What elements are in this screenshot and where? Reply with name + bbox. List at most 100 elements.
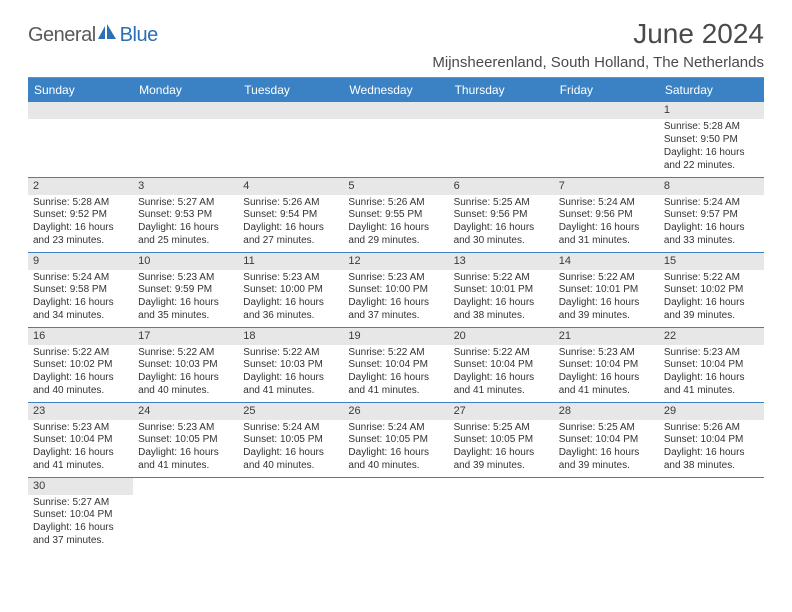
sunset-text: Sunset: 10:04 PM (559, 359, 654, 372)
day-details: Sunrise: 5:22 AMSunset: 10:03 PMDaylight… (133, 345, 238, 401)
day-number-bar (133, 102, 238, 119)
sunset-text: Sunset: 10:00 PM (348, 284, 443, 297)
sunrise-text: Sunrise: 5:22 AM (454, 272, 549, 285)
sunset-text: Sunset: 10:00 PM (243, 284, 338, 297)
day-number: 9 (28, 253, 133, 270)
header: General Blue June 2024 Mijnsheerenland, … (28, 18, 764, 71)
location-text: Mijnsheerenland, South Holland, The Neth… (432, 54, 764, 71)
day-details: Sunrise: 5:25 AMSunset: 10:05 PMDaylight… (449, 420, 554, 476)
daylight-text: Daylight: 16 hours and 38 minutes. (454, 297, 549, 323)
sail-icon (96, 24, 118, 47)
sunrise-text: Sunrise: 5:22 AM (559, 272, 654, 285)
day-number: 29 (659, 403, 764, 420)
day-details: Sunrise: 5:24 AMSunset: 10:05 PMDaylight… (238, 420, 343, 476)
calendar-cell: 3Sunrise: 5:27 AMSunset: 9:53 PMDaylight… (133, 177, 238, 252)
calendar-row: 1Sunrise: 5:28 AMSunset: 9:50 PMDaylight… (28, 102, 764, 177)
daylight-text: Daylight: 16 hours and 41 minutes. (243, 372, 338, 398)
sunset-text: Sunset: 9:50 PM (664, 134, 759, 147)
calendar-page: General Blue June 2024 Mijnsheerenland, … (0, 0, 792, 562)
sunrise-text: Sunrise: 5:23 AM (243, 272, 338, 285)
sunset-text: Sunset: 10:05 PM (138, 434, 233, 447)
day-number-bar (449, 102, 554, 119)
daylight-text: Daylight: 16 hours and 37 minutes. (33, 522, 128, 548)
weekday-header: Friday (554, 78, 659, 102)
daylight-text: Daylight: 16 hours and 41 minutes. (664, 372, 759, 398)
calendar-cell: 29Sunrise: 5:26 AMSunset: 10:04 PMDaylig… (659, 402, 764, 477)
sunrise-text: Sunrise: 5:23 AM (33, 422, 128, 435)
day-number: 14 (554, 253, 659, 270)
sunrise-text: Sunrise: 5:22 AM (138, 347, 233, 360)
weekday-header: Thursday (449, 78, 554, 102)
daylight-text: Daylight: 16 hours and 39 minutes. (559, 297, 654, 323)
day-details: Sunrise: 5:26 AMSunset: 10:04 PMDaylight… (659, 420, 764, 476)
calendar-cell: 20Sunrise: 5:22 AMSunset: 10:04 PMDaylig… (449, 327, 554, 402)
day-number: 24 (133, 403, 238, 420)
sunset-text: Sunset: 10:02 PM (664, 284, 759, 297)
day-details: Sunrise: 5:24 AMSunset: 9:57 PMDaylight:… (659, 195, 764, 251)
brand-part1: General (28, 24, 96, 47)
calendar-cell (343, 102, 448, 177)
day-details: Sunrise: 5:22 AMSunset: 10:04 PMDaylight… (343, 345, 448, 401)
calendar-row: 16Sunrise: 5:22 AMSunset: 10:02 PMDaylig… (28, 327, 764, 402)
sunset-text: Sunset: 9:57 PM (664, 209, 759, 222)
daylight-text: Daylight: 16 hours and 27 minutes. (243, 222, 338, 248)
calendar-cell: 2Sunrise: 5:28 AMSunset: 9:52 PMDaylight… (28, 177, 133, 252)
daylight-text: Daylight: 16 hours and 36 minutes. (243, 297, 338, 323)
day-details: Sunrise: 5:22 AMSunset: 10:04 PMDaylight… (449, 345, 554, 401)
day-details: Sunrise: 5:27 AMSunset: 10:04 PMDaylight… (28, 495, 133, 551)
day-details: Sunrise: 5:25 AMSunset: 9:56 PMDaylight:… (449, 195, 554, 251)
day-details: Sunrise: 5:26 AMSunset: 9:55 PMDaylight:… (343, 195, 448, 251)
sunrise-text: Sunrise: 5:23 AM (664, 347, 759, 360)
day-details: Sunrise: 5:22 AMSunset: 10:01 PMDaylight… (554, 270, 659, 326)
sunset-text: Sunset: 10:02 PM (33, 359, 128, 372)
day-number: 20 (449, 328, 554, 345)
sunset-text: Sunset: 10:04 PM (559, 434, 654, 447)
calendar-body: 1Sunrise: 5:28 AMSunset: 9:50 PMDaylight… (28, 102, 764, 552)
calendar-cell: 27Sunrise: 5:25 AMSunset: 10:05 PMDaylig… (449, 402, 554, 477)
sunrise-text: Sunrise: 5:24 AM (348, 422, 443, 435)
daylight-text: Daylight: 16 hours and 35 minutes. (138, 297, 233, 323)
weekday-header: Monday (133, 78, 238, 102)
calendar-cell: 16Sunrise: 5:22 AMSunset: 10:02 PMDaylig… (28, 327, 133, 402)
day-details: Sunrise: 5:23 AMSunset: 10:04 PMDaylight… (28, 420, 133, 476)
sunset-text: Sunset: 9:56 PM (559, 209, 654, 222)
calendar-cell: 5Sunrise: 5:26 AMSunset: 9:55 PMDaylight… (343, 177, 448, 252)
sunrise-text: Sunrise: 5:26 AM (664, 422, 759, 435)
daylight-text: Daylight: 16 hours and 31 minutes. (559, 222, 654, 248)
calendar-cell (28, 102, 133, 177)
calendar-cell: 26Sunrise: 5:24 AMSunset: 10:05 PMDaylig… (343, 402, 448, 477)
sunset-text: Sunset: 10:03 PM (138, 359, 233, 372)
sunrise-text: Sunrise: 5:23 AM (559, 347, 654, 360)
sunset-text: Sunset: 10:04 PM (348, 359, 443, 372)
day-number: 1 (659, 102, 764, 119)
daylight-text: Daylight: 16 hours and 38 minutes. (664, 447, 759, 473)
sunrise-text: Sunrise: 5:22 AM (33, 347, 128, 360)
sunrise-text: Sunrise: 5:28 AM (664, 121, 759, 134)
calendar-cell (238, 102, 343, 177)
calendar-cell (133, 477, 238, 552)
day-number: 11 (238, 253, 343, 270)
sunset-text: Sunset: 9:58 PM (33, 284, 128, 297)
day-number: 12 (343, 253, 448, 270)
sunrise-text: Sunrise: 5:22 AM (243, 347, 338, 360)
sunrise-text: Sunrise: 5:25 AM (454, 197, 549, 210)
sunset-text: Sunset: 10:05 PM (454, 434, 549, 447)
weekday-header: Wednesday (343, 78, 448, 102)
calendar-cell (449, 477, 554, 552)
sunrise-text: Sunrise: 5:24 AM (664, 197, 759, 210)
day-number: 4 (238, 178, 343, 195)
day-details: Sunrise: 5:28 AMSunset: 9:50 PMDaylight:… (659, 119, 764, 175)
calendar-cell: 30Sunrise: 5:27 AMSunset: 10:04 PMDaylig… (28, 477, 133, 552)
day-number: 21 (554, 328, 659, 345)
calendar-cell: 17Sunrise: 5:22 AMSunset: 10:03 PMDaylig… (133, 327, 238, 402)
calendar-cell: 14Sunrise: 5:22 AMSunset: 10:01 PMDaylig… (554, 252, 659, 327)
day-number: 2 (28, 178, 133, 195)
day-number: 8 (659, 178, 764, 195)
brand-part2: Blue (120, 24, 158, 47)
day-details: Sunrise: 5:26 AMSunset: 9:54 PMDaylight:… (238, 195, 343, 251)
day-details: Sunrise: 5:22 AMSunset: 10:02 PMDaylight… (28, 345, 133, 401)
day-number: 15 (659, 253, 764, 270)
calendar-cell: 15Sunrise: 5:22 AMSunset: 10:02 PMDaylig… (659, 252, 764, 327)
calendar-cell (343, 477, 448, 552)
day-number: 22 (659, 328, 764, 345)
